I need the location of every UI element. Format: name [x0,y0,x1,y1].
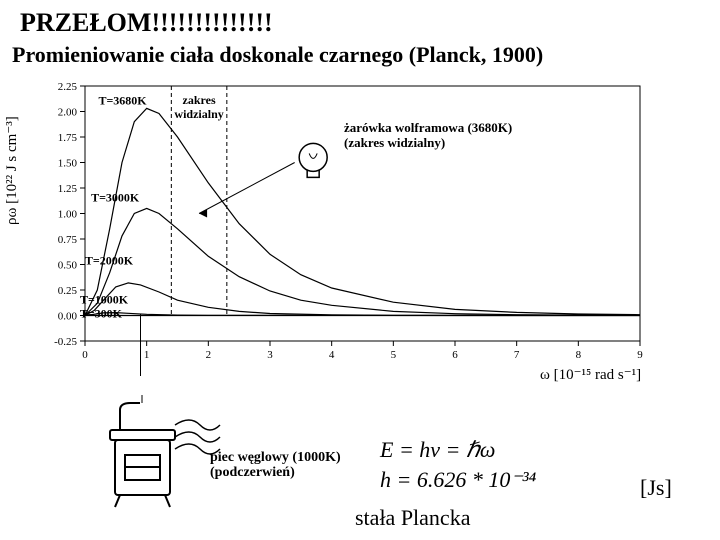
svg-text:T=2000K: T=2000K [85,254,134,268]
svg-text:T=3680K: T=3680K [98,93,147,107]
unit-js: [Js] [640,475,672,501]
formula-h: h = 6.626 * 10⁻³⁴ [380,465,536,495]
svg-text:T=1000K: T=1000K [80,292,129,306]
svg-text:0.25: 0.25 [58,285,78,297]
svg-text:1.00: 1.00 [58,209,78,221]
formula-energy: E = hν = ℏω [380,435,536,465]
svg-text:7: 7 [514,349,520,361]
svg-text:5: 5 [391,349,397,361]
svg-text:0.50: 0.50 [58,260,78,272]
stove-label: piec węglowy (1000K) (podczerwień) [210,450,341,481]
svg-text:2: 2 [206,349,212,361]
stala-plancka-caption: stała Plancka [355,505,470,531]
svg-text:6: 6 [452,349,458,361]
stove-label-2: (podczerwień) [210,465,295,480]
svg-text:T=3000K: T=3000K [91,190,140,204]
svg-text:T=300K: T=300K [80,307,123,321]
page-title: PRZEŁOM!!!!!!!!!!!!!! [20,8,273,38]
page-subtitle: Promieniowanie ciała doskonale czarnego … [12,42,543,68]
svg-text:1: 1 [144,349,150,361]
svg-text:1.75: 1.75 [58,132,78,144]
svg-text:1.25: 1.25 [58,183,78,195]
svg-text:1.50: 1.50 [58,158,78,170]
blackbody-chart: 0 1 2 3 4 5 6 7 8 9 -0.25 0.00 0.25 0.50 0.75 1.00 1.25 1… [30,76,650,376]
stove-label-1: piec węglowy (1000K) [210,450,341,465]
svg-text:0.75: 0.75 [58,234,78,246]
svg-text:8: 8 [576,349,582,361]
svg-text:0: 0 [82,349,88,361]
svg-text:zakres: zakres [183,93,216,107]
planck-formulas: E = hν = ℏω h = 6.626 * 10⁻³⁴ [380,435,536,494]
svg-text:3: 3 [267,349,273,361]
svg-text:(zakres widzialny): (zakres widzialny) [344,135,445,150]
svg-text:0.00: 0.00 [58,311,78,323]
svg-text:2.25: 2.25 [58,81,78,93]
y-axis-label: ρω [10²² J s cm⁻³] [2,116,21,225]
svg-text:żarówka wolframowa (3680K): żarówka wolframowa (3680K) [344,120,512,135]
svg-text:widzialny: widzialny [174,107,223,121]
svg-text:9: 9 [637,349,643,361]
svg-text:2.00: 2.00 [58,107,78,119]
svg-text:-0.25: -0.25 [54,336,77,348]
svg-text:4: 4 [329,349,335,361]
